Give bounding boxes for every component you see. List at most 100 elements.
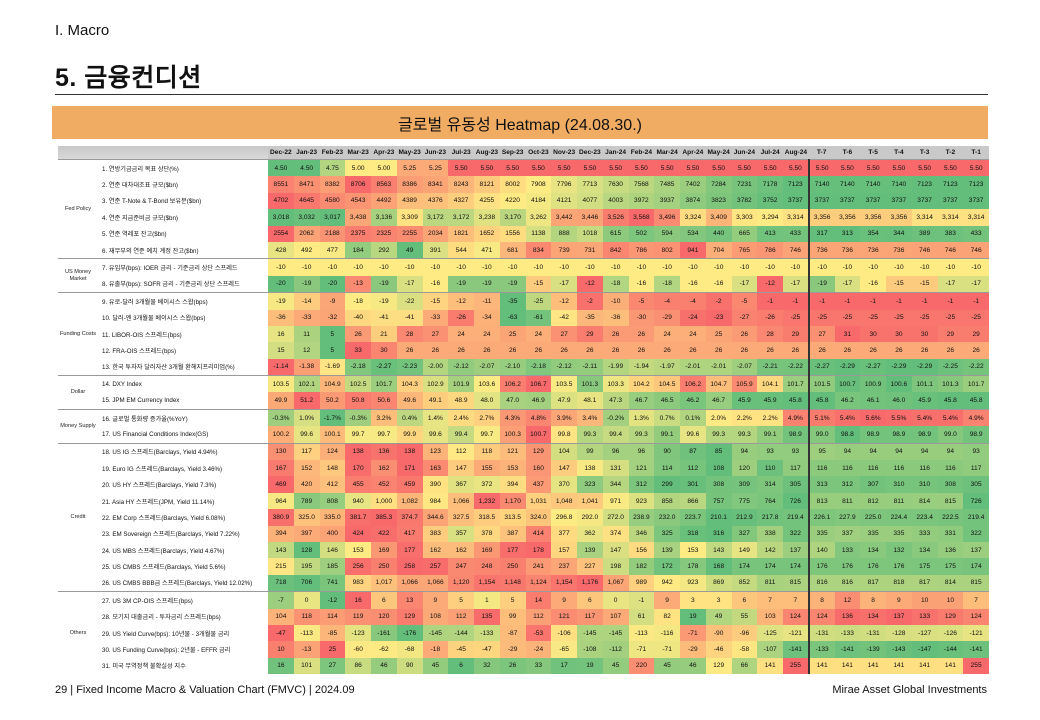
heatmap-cell: 492	[293, 241, 320, 259]
heatmap-cell: 387	[499, 525, 526, 542]
heatmap-cell: -1	[963, 292, 989, 310]
heatmap-cell: 99.1	[757, 426, 783, 444]
heatmap-cell: 99.3	[628, 426, 655, 444]
heatmap-cell: -2	[577, 292, 603, 310]
table-row: 29. US Yield Curve(bps): 10년물 - 3개월물 금리 -…	[58, 624, 989, 642]
heatmap-cell: -0.3%	[345, 408, 371, 427]
table-row: 22. EM Corp 스프레드(Barclays, Yield 6.08%) 3…	[58, 509, 989, 526]
heatmap-cell: -10	[422, 258, 449, 276]
heatmap-cell: 312	[834, 476, 861, 493]
heatmap-cell: -161	[371, 624, 397, 642]
heatmap-cell: 106.7	[525, 375, 552, 393]
heatmap-cell: 869	[705, 574, 732, 592]
heatmap-cell: -127	[911, 624, 938, 642]
heatmap-cell: 327	[731, 525, 758, 542]
heatmap-cell: 116	[807, 460, 835, 477]
heatmap-cell: 2554	[268, 225, 294, 242]
heatmap-cell: 3,238	[474, 209, 500, 226]
heatmap-cell: 325.0	[293, 509, 320, 526]
heatmap-cell: 736	[834, 241, 861, 259]
heatmap-cell: 104.9	[319, 375, 346, 393]
heatmap-cell: -145	[602, 624, 629, 642]
heatmap-cell: 4492	[371, 192, 397, 210]
heatmap-cell: 941	[680, 241, 706, 259]
heatmap-cell: 390	[422, 476, 449, 493]
heatmap-cell: 137	[963, 541, 989, 559]
row-label: 17. US Financial Conditions Index(GS)	[102, 430, 209, 438]
heatmap-cell: -12	[448, 292, 474, 310]
heatmap-cell: 808	[319, 492, 346, 510]
heatmap-cell: 1,148	[499, 574, 526, 592]
heatmap-cell: 3937	[654, 192, 680, 210]
heatmap-cell: -17	[834, 275, 861, 293]
heatmap-cell: -10	[628, 258, 655, 276]
heatmap-cell: 132	[886, 541, 912, 559]
heatmap-cell: 322	[963, 525, 989, 542]
heatmap-cell: -10	[396, 258, 423, 276]
heatmap-cell: 27	[319, 657, 346, 675]
heatmap-cell: 120	[731, 460, 758, 477]
heatmap-cell: 26	[551, 342, 577, 359]
heatmap-cell: 26	[807, 342, 835, 359]
heatmap-cell: 100.9	[860, 375, 886, 393]
heatmap-cell: 138	[396, 442, 423, 461]
heatmap-cell: -71	[628, 641, 655, 658]
header-blank-cell	[98, 146, 268, 160]
heatmap-cell: 129	[396, 608, 423, 625]
heatmap-cell: 338	[757, 525, 783, 542]
row-label: 16. 글로벌 통화량 증가율(%YoY)	[98, 408, 268, 427]
heatmap-cell: -1	[911, 292, 938, 310]
heatmap-cell: 318	[680, 525, 706, 542]
heatmap-cell: 61	[628, 608, 655, 625]
heatmap-cell: 45.9	[731, 392, 758, 410]
row-label: 21. Asia HY 스프레드(JPM, Yield 11.14%)	[102, 498, 215, 506]
heatmap-cell: 9	[422, 591, 449, 609]
heatmap-cell: -16	[680, 275, 706, 293]
column-header: T-3	[911, 146, 938, 160]
heatmap-cell: -2.25	[937, 358, 964, 376]
heatmap-cell: 26	[345, 325, 371, 343]
heatmap-cell: 335	[860, 525, 886, 542]
heatmap-cell: -16	[860, 275, 886, 293]
heatmap-cell: 28	[757, 325, 783, 343]
heatmap-cell: 394	[268, 525, 294, 542]
column-header: Jan-23	[293, 146, 320, 160]
heatmap-cell: 178	[680, 558, 706, 575]
heatmap-cell: 3874	[680, 192, 706, 210]
row-label: 30. US Funding Curve(bps): 2년물 - EFFR 금리	[102, 647, 231, 655]
heatmap-cell: 3,438	[345, 209, 371, 226]
heatmap-cell: 93	[757, 442, 783, 461]
heatmap-cell: 49	[705, 608, 732, 625]
row-label: 13. 한국 투자자 달러자산 3개월 환헤지프리미엄(%)	[102, 364, 235, 372]
heatmap-cell: -12	[319, 591, 346, 609]
table-row: 24. US MBS 스프레드(Barclays, Yield 4.67%) 14…	[58, 541, 989, 559]
heatmap-cell: 223.4	[911, 509, 938, 526]
heatmap-cell: 112	[448, 608, 474, 625]
heatmap-cell: 317	[807, 225, 835, 242]
heatmap-cell: -27	[731, 309, 758, 326]
heatmap-cell: 726	[963, 492, 989, 510]
heatmap-cell: 24	[525, 325, 552, 343]
row-label: 22. EM Corp 스프레드(Barclays, Yield 6.08%)	[102, 514, 226, 522]
heatmap-cell: 7485	[654, 176, 680, 193]
heatmap-cell: 98.9	[783, 426, 809, 444]
heatmap-cell: 5.50	[474, 159, 500, 177]
table-row: Credit 18. US IG 스프레드(Barclays, Yield 4.9…	[58, 442, 989, 592]
heatmap-cell: 7630	[602, 176, 629, 193]
heatmap-cell: 106.2	[499, 375, 526, 393]
row-label: 11. LIBOR-OIS 스프레드(bps)	[102, 331, 182, 339]
heatmap-cell: 46.9	[525, 392, 552, 410]
heatmap-cell: -65	[551, 641, 577, 658]
heatmap-cell: 1.4%	[422, 408, 449, 427]
heatmap-cell: -2.22	[783, 358, 809, 376]
row-label: 2. 연준 대차대조표 규모($bn)	[102, 182, 178, 190]
table-row: 30. US Funding Curve(bps): 2년물 - EFFR 금리…	[58, 641, 989, 658]
heatmap-cell: 147	[602, 541, 629, 559]
heatmap-cell: 5.25	[422, 159, 449, 177]
heatmap-cell: 99.0	[807, 426, 835, 444]
row-group-label: Dollar	[58, 375, 98, 410]
heatmap-cell: 3.2%	[371, 408, 397, 427]
heatmap-cell: 3,356	[886, 209, 912, 226]
heatmap-cell: -12	[577, 275, 603, 293]
heatmap-cell: 942	[654, 574, 680, 592]
